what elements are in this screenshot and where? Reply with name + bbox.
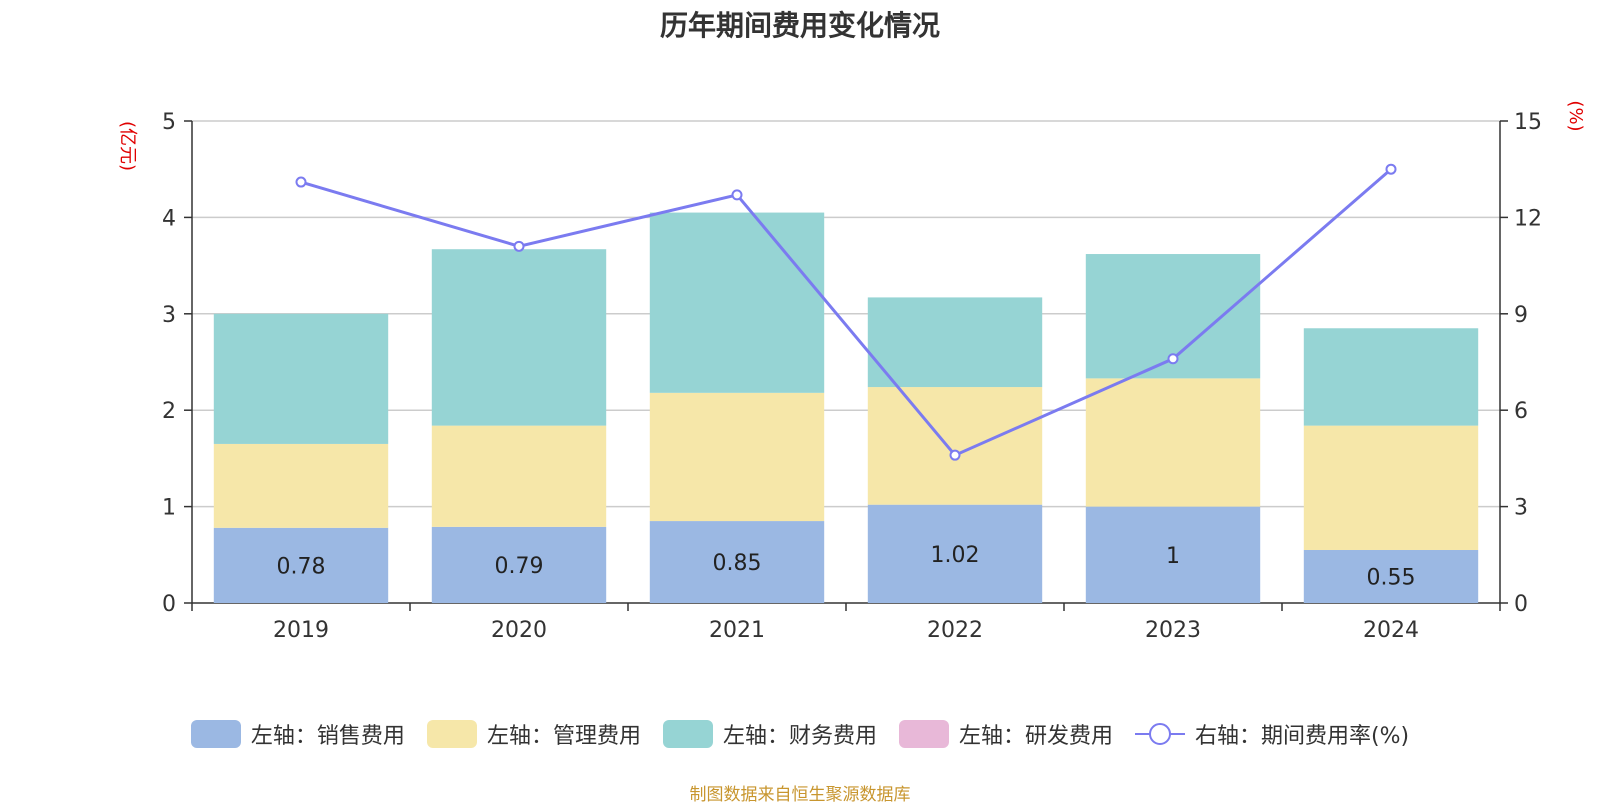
- bar-segment: [431, 425, 607, 527]
- bar-segment: [867, 297, 1043, 388]
- right-axis-unit: (%): [1565, 100, 1586, 131]
- bar-data-label: 0.85: [713, 551, 762, 576]
- right-tick-label: 15: [1514, 110, 1542, 135]
- bar-data-label: 1.02: [931, 543, 980, 568]
- left-tick-label: 5: [162, 110, 176, 135]
- right-tick-label: 0: [1514, 592, 1528, 617]
- bar-data-label: 0.79: [495, 554, 544, 579]
- bar-segment: [649, 521, 825, 603]
- bar-segment: [431, 249, 607, 426]
- legend-item[interactable]: 左轴：研发费用: [898, 718, 1113, 750]
- x-tick-label: 2024: [1363, 618, 1419, 643]
- bar-segment: [213, 313, 389, 444]
- left-tick-label: 3: [162, 303, 176, 328]
- legend-swatch: [662, 720, 713, 748]
- x-tick-label: 2019: [273, 618, 329, 643]
- right-tick-label: 9: [1514, 303, 1528, 328]
- x-tick-label: 2021: [709, 618, 765, 643]
- legend-item[interactable]: 左轴：销售费用: [190, 718, 405, 750]
- bar-segment: [431, 526, 607, 603]
- left-tick-label: 4: [162, 206, 176, 231]
- legend-swatch: [426, 720, 477, 748]
- bar-segment: [1303, 549, 1479, 603]
- x-tick-label: 2022: [927, 618, 983, 643]
- bar-segment: [649, 212, 825, 393]
- bar-segment: [1085, 378, 1261, 507]
- bar-segment: [867, 504, 1043, 603]
- x-tick-label: 2020: [491, 618, 547, 643]
- legend-label: 左轴：研发费用: [958, 724, 1113, 749]
- bar-segment: [1085, 506, 1261, 603]
- rate-point: [295, 176, 307, 188]
- legend-swatch: [1134, 720, 1185, 748]
- left-tick-label: 1: [162, 496, 176, 521]
- rate-point: [731, 189, 743, 201]
- legend-label: 左轴：销售费用: [250, 724, 405, 749]
- left-tick-label: 0: [162, 592, 176, 617]
- legend-label: 右轴：期间费用率(%): [1194, 724, 1410, 749]
- rate-point: [1167, 353, 1179, 365]
- right-tick-label: 12: [1514, 206, 1542, 231]
- legend-swatch: [190, 720, 241, 748]
- source-note: 制图数据来自恒生聚源数据库: [689, 785, 911, 805]
- bar-segment: [649, 392, 825, 522]
- legend-item[interactable]: 左轴：管理费用: [426, 718, 641, 750]
- bar-segment: [1303, 328, 1479, 426]
- legend-label: 左轴：管理费用: [486, 724, 641, 749]
- bar-data-label: 1: [1166, 544, 1180, 569]
- chart-title: 历年期间费用变化情况: [659, 9, 940, 42]
- bar-segment: [213, 443, 389, 528]
- legend-item[interactable]: 左轴：财务费用: [662, 718, 877, 750]
- rate-line: [300, 168, 1392, 458]
- legend-item[interactable]: 右轴：期间费用率(%): [1134, 718, 1410, 750]
- bar-data-label: 0.78: [277, 554, 326, 579]
- rate-point: [513, 240, 525, 252]
- bar-segment: [213, 527, 389, 603]
- left-axis-unit: (亿元): [117, 121, 138, 171]
- legend-swatch: [898, 720, 949, 748]
- right-tick-label: 3: [1514, 496, 1528, 521]
- legend-label: 左轴：财务费用: [722, 724, 877, 749]
- bar-data-label: 0.55: [1367, 565, 1416, 590]
- legend: 左轴：销售费用 左轴：管理费用 左轴：财务费用 左轴：研发费用 右轴：期间费用率(%): [0, 718, 1600, 750]
- bar-segment: [1303, 425, 1479, 550]
- right-tick-label: 6: [1514, 399, 1528, 424]
- x-tick-label: 2023: [1145, 618, 1201, 643]
- rate-point: [1385, 163, 1397, 175]
- rate-point: [949, 449, 961, 461]
- left-tick-label: 2: [162, 399, 176, 424]
- bar-segment: [867, 387, 1043, 505]
